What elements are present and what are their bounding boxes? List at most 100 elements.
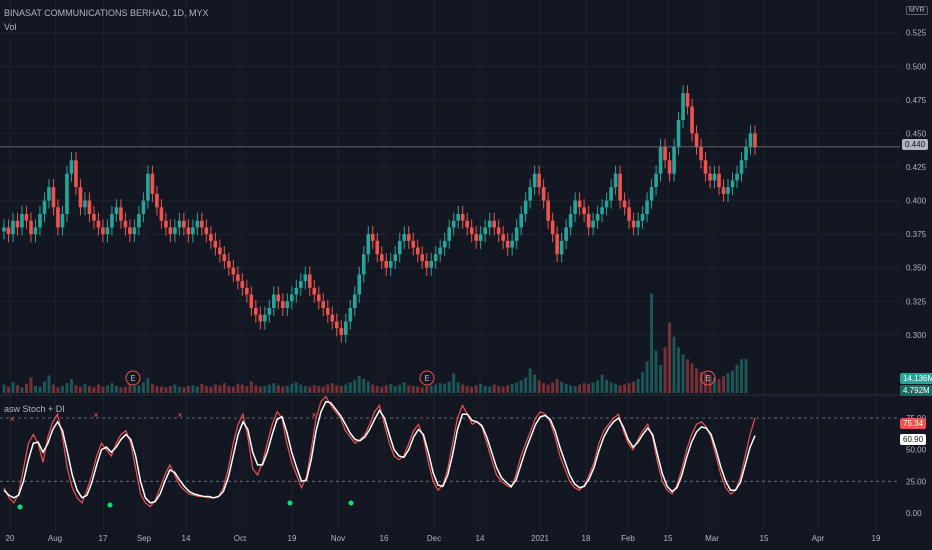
candle-body: [146, 173, 150, 201]
candle-body: [487, 220, 492, 228]
volume-bar: [497, 385, 501, 393]
volume-bar: [501, 386, 505, 393]
candle-body: [6, 227, 11, 235]
volume-bar: [740, 359, 744, 393]
volume-bar: [681, 354, 685, 393]
volume-bar: [105, 385, 109, 393]
volume-bar: [290, 383, 294, 393]
candle-body: [577, 200, 582, 208]
candle-body: [92, 214, 96, 221]
earnings-marker-label: E: [424, 374, 429, 383]
oversold-dot-marker: [17, 504, 23, 510]
price-axis[interactable]: 0.525 0.500 0.475 0.450 0.425 0.400 0.375 0.350…: [906, 29, 927, 340]
volume-legend[interactable]: Vol: [4, 22, 17, 32]
volume-bar: [519, 380, 523, 393]
earnings-marker[interactable]: [125, 370, 141, 386]
earnings-marker[interactable]: [419, 370, 435, 386]
candle-body: [366, 234, 371, 255]
candle-body: [604, 200, 609, 208]
symbol-title[interactable]: BINASAT COMMUNICATIONS BERHAD, 1D, MYX: [4, 8, 209, 18]
volume-bar: [155, 385, 159, 393]
volume-bar: [375, 385, 379, 393]
candle-body: [411, 240, 416, 248]
stoch-indicator: × × × ×: [0, 395, 900, 510]
candle-body: [343, 321, 348, 335]
candle-body: [456, 214, 460, 221]
candle-body: [532, 173, 537, 188]
volume-bar: [2, 384, 6, 393]
volume-bar: [209, 386, 213, 393]
time-axis-label: 15: [760, 534, 769, 543]
candle-body: [658, 146, 663, 174]
candle-body: [708, 173, 712, 181]
volume-bar: [465, 385, 469, 393]
volume-bar: [83, 383, 87, 393]
candle-body: [330, 314, 335, 322]
volume-bar: [569, 385, 573, 393]
volume-bar: [726, 373, 730, 393]
candle-body: [312, 287, 317, 295]
candle-body: [24, 214, 29, 221]
volume-bar: [438, 383, 442, 393]
volume-bar: [704, 373, 708, 393]
time-axis-label: 19: [872, 534, 881, 543]
volume-bar: [114, 385, 118, 393]
overbought-cross-marker: ×: [93, 410, 98, 420]
volume-bar: [389, 383, 393, 393]
volume-bar: [321, 386, 325, 393]
time-axis-label: Aug: [48, 534, 62, 543]
volume-bar: [168, 385, 172, 393]
candle-body: [609, 187, 613, 201]
volume-bar: [33, 385, 37, 393]
candle-body: [155, 193, 159, 208]
candle-body: [182, 220, 186, 228]
time-axis-label: 14: [182, 534, 191, 543]
earnings-marker[interactable]: [700, 370, 716, 386]
volume-bar: [245, 385, 249, 393]
volume-bar: [537, 380, 541, 393]
volume-bar: [182, 387, 186, 393]
candle-body: [429, 261, 434, 268]
volume-bar: [434, 384, 438, 393]
volume-bar: [222, 383, 226, 393]
time-axis[interactable]: 20 Aug 17 Sep 14 Oct 19 Nov 16 Dec 14 2021 18 Feb 15 Ma…: [6, 534, 881, 543]
candle-body: [388, 261, 393, 268]
volume-bar: [281, 386, 285, 393]
volume-bar: [312, 385, 316, 393]
candle-body: [105, 227, 110, 235]
volume-bar: [695, 368, 699, 393]
volume-bar: [560, 381, 564, 393]
currency-badge[interactable]: MYR: [906, 6, 928, 15]
candle-body: [384, 261, 389, 268]
volume-bar: [164, 387, 168, 393]
price-axis-label: 0.350: [906, 264, 927, 273]
indicator-title[interactable]: asw Stoch + DI: [4, 404, 65, 414]
oversold-dot-marker: [348, 500, 354, 506]
candle-body: [546, 200, 550, 221]
candle-body: [492, 220, 496, 228]
candle-body: [164, 220, 168, 228]
time-axis-label: Oct: [234, 534, 247, 543]
time-axis-label: 15: [664, 534, 673, 543]
volume-bar: [722, 376, 726, 393]
candle-body: [173, 227, 177, 235]
candle-body: [420, 254, 425, 261]
price-axis-label: 0.450: [906, 129, 927, 138]
volume-bar: [78, 386, 82, 393]
volume-bar: [618, 385, 622, 393]
volume-bar: [731, 370, 735, 393]
volume-bar: [101, 386, 105, 393]
volume-bar: [555, 378, 559, 393]
candle-body: [83, 200, 87, 208]
candle-body: [290, 294, 294, 302]
candle-body: [272, 294, 276, 308]
volume-bar: [425, 385, 429, 393]
candle-body: [555, 234, 559, 255]
volume-bar: [677, 347, 681, 393]
candle-body: [137, 214, 141, 228]
volume-bar: [128, 384, 132, 393]
candle-body: [672, 146, 676, 174]
